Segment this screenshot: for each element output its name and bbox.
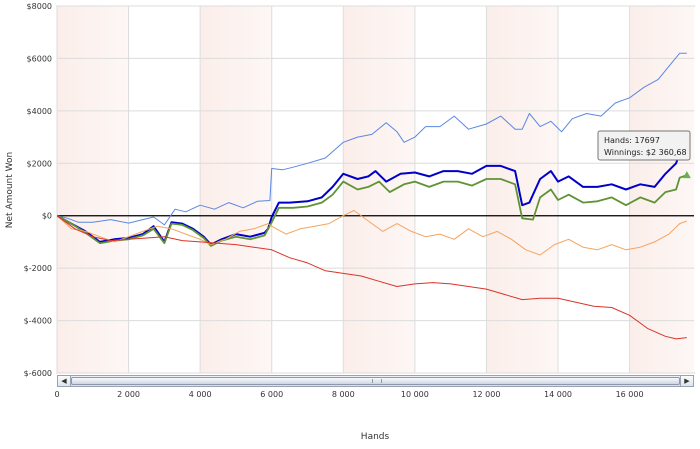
scroll-right-arrow-icon[interactable]: ▶ (680, 376, 693, 386)
y-tick-label: $4000 (27, 107, 52, 116)
series-line-5 (57, 215, 687, 340)
x-tick-label: 2 000 (117, 390, 140, 399)
y-tick-label: $-6000 (24, 369, 52, 378)
scrollbar-thumb[interactable] (71, 377, 680, 385)
y-tick-label: $2000 (27, 159, 52, 168)
horizontal-scrollbar[interactable]: ◀ ▶ (57, 375, 694, 387)
x-tick-label: 8 000 (332, 390, 355, 399)
x-tick-label: 4 000 (189, 390, 212, 399)
tooltip: Hands: 17697 Winnings: $2 360,68 (597, 130, 691, 161)
series-line-3 (57, 174, 688, 247)
y-tick-label: $8000 (27, 2, 52, 11)
x-tick-label: 12 000 (472, 390, 500, 399)
y-tick-label: $0 (42, 212, 52, 221)
y-tick-label: $-4000 (24, 317, 52, 326)
y-tick-label: $6000 (27, 54, 52, 63)
background-band (200, 6, 273, 373)
x-tick-label: 14 000 (544, 390, 572, 399)
background-band (57, 6, 130, 373)
series-line-1 (57, 52, 687, 226)
background-band (630, 6, 695, 373)
y-axis-label: Net Amount Won (5, 152, 15, 228)
background-band (343, 6, 416, 373)
x-tick-label: 10 000 (401, 390, 429, 399)
series-line-4 (57, 210, 687, 256)
x-tick-label: 16 000 (616, 390, 644, 399)
x-tick-label: 6 000 (260, 390, 283, 399)
y-tick-label: $-2000 (24, 264, 52, 273)
x-tick-label: 0 (54, 390, 59, 399)
x-axis-label: Hands (361, 432, 390, 442)
scroll-left-arrow-icon[interactable]: ◀ (58, 376, 71, 386)
series-end-marker (682, 171, 691, 179)
tooltip-winnings: Winnings: $2 360,68 (604, 148, 687, 157)
background-band (486, 6, 559, 373)
tooltip-hands: Hands: 17697 (604, 136, 660, 145)
series-line-2 (57, 151, 687, 246)
